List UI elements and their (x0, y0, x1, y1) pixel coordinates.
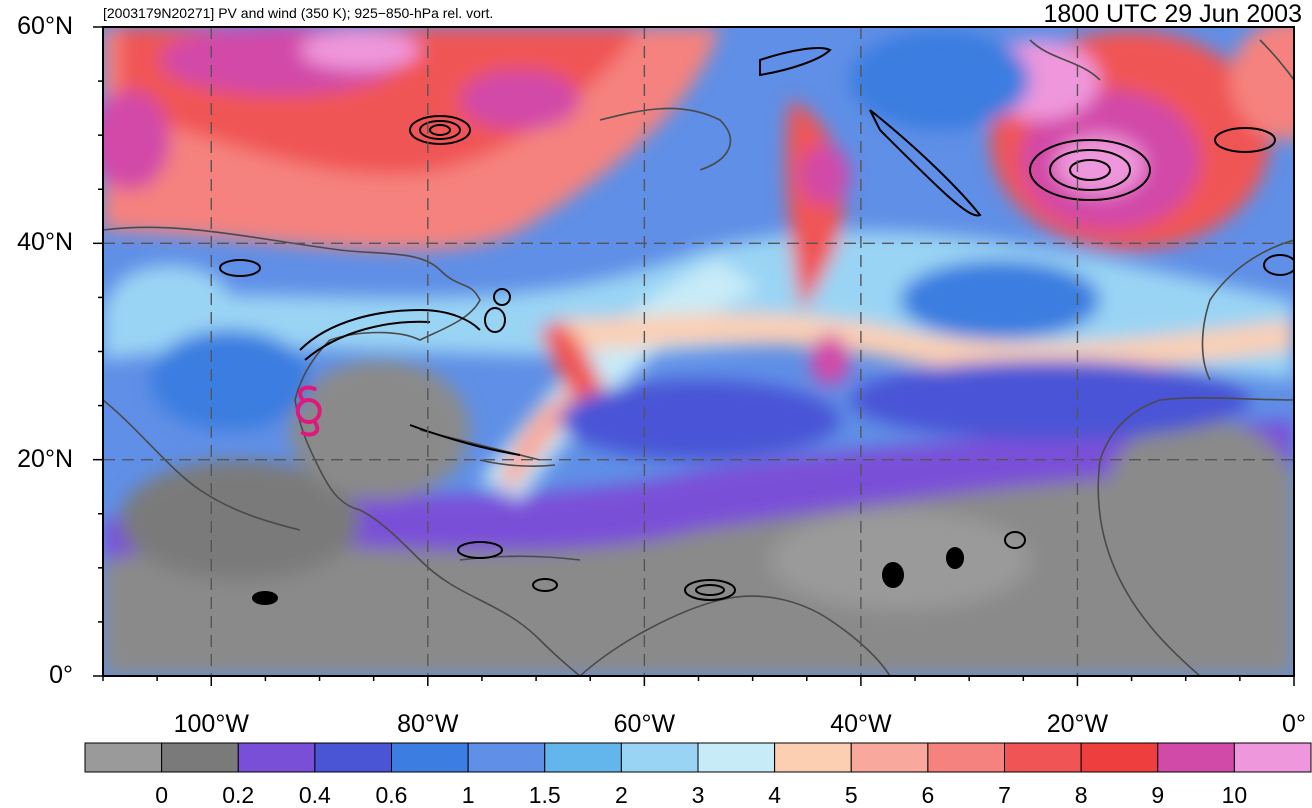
colorbar-swatch (1004, 742, 1082, 773)
vorticity-contours (219, 47, 1294, 605)
lon-label: 100°W (173, 710, 249, 738)
coastlines (103, 39, 1294, 676)
colorbar-swatch (84, 742, 163, 773)
colorbar-swatch (161, 742, 239, 773)
lon-label: 0° (1282, 710, 1306, 738)
colorbar-swatch (774, 742, 852, 773)
lat-label: 20°N (17, 444, 73, 473)
axis-ticks (93, 26, 1295, 686)
colorbar-label: 9 (1151, 782, 1165, 808)
colorbar-label: 1 (461, 782, 475, 808)
lat-label: 0° (49, 661, 73, 689)
colorbar-label: 4 (768, 782, 782, 808)
storm-arm-north (298, 385, 317, 402)
lon-label: 40°W (830, 710, 892, 738)
lat-label: 40°N (17, 228, 73, 257)
colorbar-label: 6 (921, 782, 935, 808)
lon-label: 60°W (613, 710, 676, 738)
colorbar-swatch (1233, 742, 1312, 773)
colorbar (84, 742, 1312, 773)
colorbar-label: 3 (691, 782, 705, 808)
valid-time-label: 1800 UTC 29 Jun 2003 (1043, 0, 1302, 28)
colorbar-label: 0.4 (298, 782, 331, 808)
colorbar-label: 0.2 (222, 782, 255, 808)
lat-label: 60°N (17, 12, 73, 40)
lon-label: 20°W (1046, 710, 1109, 738)
colorbar-swatch (850, 742, 929, 773)
pv-field (103, 27, 1294, 676)
colorbar-swatch (1157, 742, 1235, 773)
colorbar-swatch (1080, 742, 1159, 773)
colorbar-swatch (391, 742, 469, 773)
colorbar-swatch (697, 742, 776, 773)
colorbar-label: 5 (844, 782, 858, 808)
colorbar-label: 0.6 (375, 782, 408, 808)
map-title: [2003179N20271] PV and wind (350 K); 925… (103, 5, 494, 21)
colorbar-label: 1.5 (528, 782, 561, 808)
lon-label: 80°W (397, 710, 459, 738)
colorbar-swatch (314, 742, 392, 773)
colorbar-label: 8 (1074, 782, 1088, 808)
colorbar-label: 7 (998, 782, 1011, 808)
storm-ring (295, 397, 322, 424)
colorbar-label: 2 (614, 782, 628, 808)
colorbar-label: 10 (1221, 782, 1248, 808)
colorbar-label: 0 (155, 782, 169, 808)
storm-arm-south (300, 419, 320, 437)
colorbar-swatch (237, 742, 316, 773)
colorbar-swatch (620, 742, 699, 773)
colorbar-swatch (544, 742, 622, 773)
colorbar-swatch (467, 742, 546, 773)
colorbar-swatch (927, 742, 1005, 773)
lat-lon-grid (103, 27, 1294, 676)
tropical-cyclone-icon (295, 385, 322, 437)
